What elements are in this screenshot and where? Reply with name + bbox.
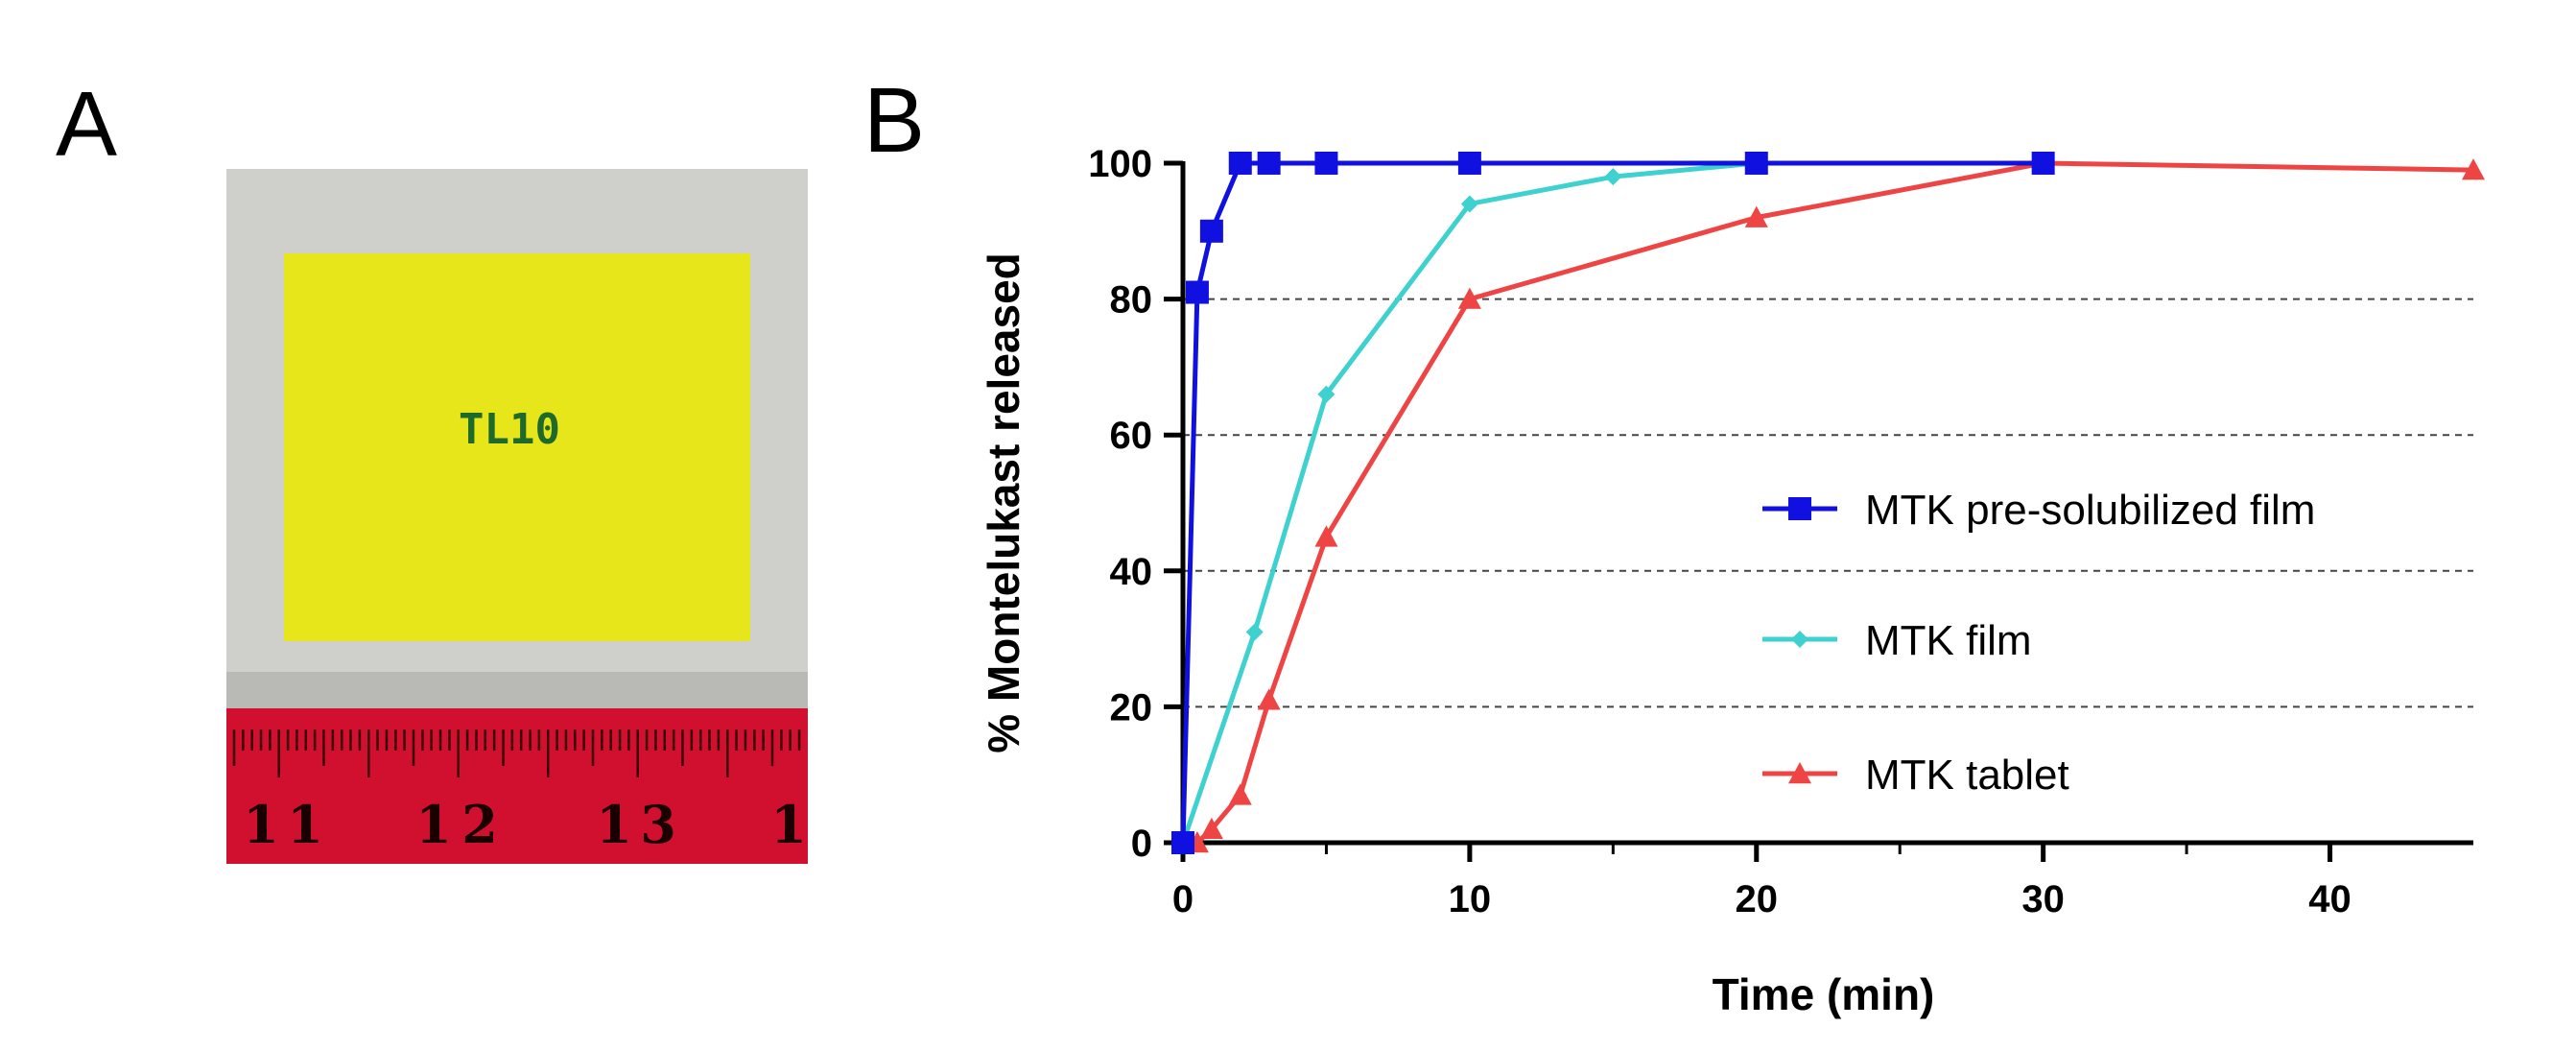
axes <box>1180 161 2473 846</box>
series-pre-solubilized-film-point <box>1457 152 1481 175</box>
series-mtk-tablet-point <box>1228 783 1252 805</box>
series-pre-solubilized-film-point <box>1199 219 1223 243</box>
series-mtk-film-point <box>1317 385 1335 403</box>
series-mtk-film-point <box>1245 623 1264 641</box>
x-tick-label: 20 <box>1736 878 1779 920</box>
y-tick-label: 40 <box>1110 551 1153 593</box>
x-tick-label: 10 <box>1449 878 1492 920</box>
panel-a-label: A <box>56 73 117 176</box>
series-mtk-tablet-point <box>2462 158 2485 180</box>
legend-swatch-marker <box>1788 762 1811 784</box>
x-tick-label: 40 <box>2308 878 2351 920</box>
series-layer <box>1171 152 2485 854</box>
y-tick-label: 60 <box>1110 415 1153 457</box>
legend-entry: MTK pre-solubilized film <box>1762 487 2315 534</box>
x-axis-title: Time (min) <box>1713 969 1935 1019</box>
series-mtk-tablet-point <box>1457 287 1481 309</box>
series-mtk-film-point <box>1460 195 1478 213</box>
y-axis-ticks: 0 20 40 60 80 100 <box>1088 143 1183 865</box>
ruler-number: 1 <box>770 794 807 855</box>
legend-label: MTK pre-solubilized film <box>1865 487 2315 534</box>
ruler-number: 1 <box>287 794 323 855</box>
legend-entry: MTK tablet <box>1762 752 2069 799</box>
series-pre-solubilized-film-point <box>1744 152 1768 175</box>
series-pre-solubilized-film-point <box>1257 152 1281 175</box>
legend-swatch-marker <box>1788 497 1811 520</box>
ruler-number: 1 <box>415 794 452 855</box>
x-tick-label: 0 <box>1172 878 1193 920</box>
legend: MTK pre-solubilized film MTK film MTK tabl… <box>1762 487 2315 799</box>
ruler-number: 2 <box>461 794 498 855</box>
ruler-ticks <box>232 729 801 777</box>
series-pre-solubilized-film-point <box>1314 152 1338 175</box>
series-pre-solubilized-film-point <box>1171 831 1194 854</box>
series-mtk-tablet-point <box>1257 688 1281 710</box>
legend-swatch-marker <box>1791 631 1808 648</box>
ruler-number: 1 <box>596 794 632 855</box>
y-tick-label: 80 <box>1110 279 1153 322</box>
x-tick-label: 30 <box>2021 878 2065 920</box>
ruler-number: 3 <box>640 794 676 855</box>
series-mtk-tablet-point <box>1314 525 1338 547</box>
film-sample <box>284 253 750 641</box>
y-tick-label: 0 <box>1131 823 1152 865</box>
legend-label: MTK film <box>1865 617 2032 664</box>
series-mtk-film-point <box>1604 168 1622 186</box>
ruler-number: 1 <box>243 794 279 855</box>
series-pre-solubilized-film-point <box>1185 280 1209 304</box>
legend-entry: MTK film <box>1762 617 2032 664</box>
y-tick-label: 20 <box>1110 686 1153 729</box>
panel-b-label: B <box>863 69 925 172</box>
series-mtk-tablet-point <box>1744 205 1768 227</box>
series-mtk-tablet-point <box>1199 817 1223 840</box>
series-pre-solubilized-film <box>1171 152 2055 854</box>
series-mtk-tablet <box>1185 152 2485 853</box>
y-tick-label: 100 <box>1088 143 1152 185</box>
series-pre-solubilized-film-point <box>2031 152 2055 175</box>
series-pre-solubilized-film-point <box>1228 152 1252 175</box>
release-chart: 0 10 20 30 40 0 20 40 60 80 100 MTK pre-solubiliz… <box>979 143 2485 1019</box>
legend-label: MTK tablet <box>1865 752 2069 799</box>
sample-label: TL10 <box>459 405 560 454</box>
y-axis-title: % Montelukast released <box>979 252 1028 753</box>
x-axis-ticks: 0 10 20 30 40 <box>1172 843 2351 920</box>
